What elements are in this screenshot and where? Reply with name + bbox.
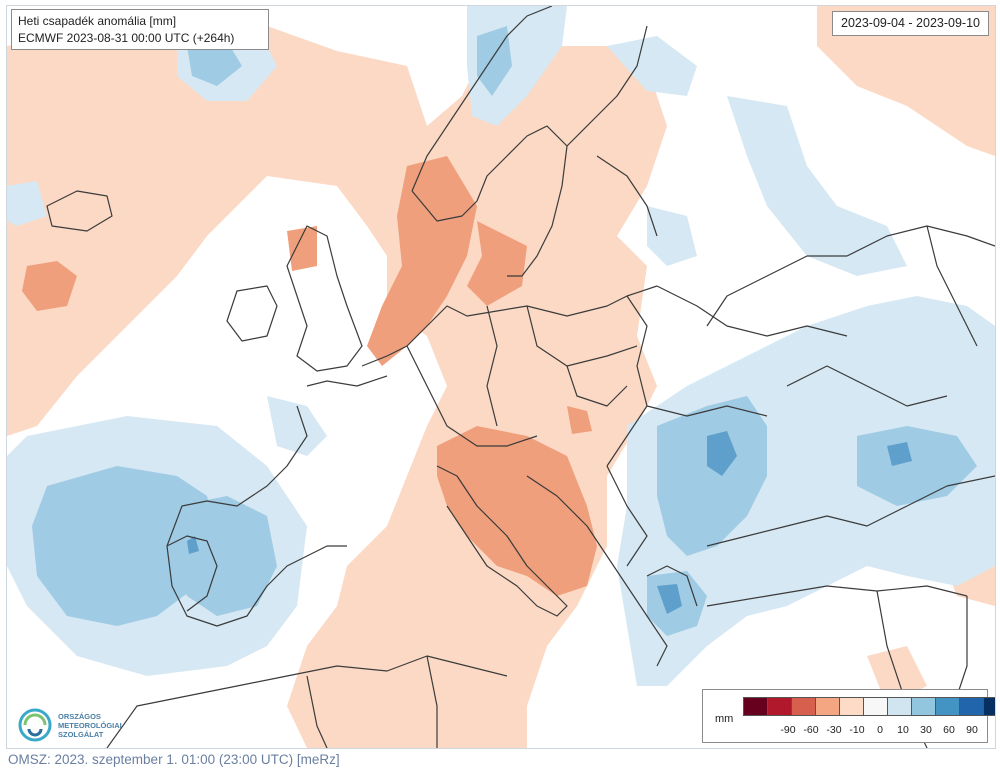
legend-swatch xyxy=(959,697,984,716)
legend-tick-label: 0 xyxy=(877,724,883,736)
date-range-label: 2023-09-04 - 2023-09-10 xyxy=(832,11,989,36)
map-title-box: Heti csapadék anomália [mm] ECMWF 2023-0… xyxy=(11,9,269,50)
legend-swatch xyxy=(863,697,888,716)
legend-swatch xyxy=(815,697,840,716)
wet-anomaly-strong xyxy=(187,431,912,614)
legend-swatch xyxy=(983,697,995,716)
dry-anomaly-medium xyxy=(22,156,597,596)
omsz-logo: ORSZÁGOS METEOROLÓGIAI SZOLGÁLAT xyxy=(17,703,142,747)
legend-swatch xyxy=(743,697,768,716)
legend-swatch xyxy=(911,697,936,716)
legend-tick-label: -60 xyxy=(803,724,819,736)
legend-tick-label: 60 xyxy=(943,724,955,736)
legend-swatch xyxy=(887,697,912,716)
legend: mm -90 -60 -30 -10 0 10 30 60 90 xyxy=(702,689,995,743)
omsz-logo-text: ORSZÁGOS METEOROLÓGIAI SZOLGÁLAT xyxy=(58,712,122,739)
legend-swatch xyxy=(767,697,792,716)
legend-tick-label: 30 xyxy=(920,724,932,736)
legend-tick-label: -30 xyxy=(826,724,842,736)
country-borders xyxy=(46,6,995,748)
footer-caption: OMSZ: 2023. szeptember 1. 01:00 (23:00 U… xyxy=(8,752,340,767)
legend-tick-label: -90 xyxy=(780,724,796,736)
legend-swatch xyxy=(839,697,864,716)
wet-anomaly-medium xyxy=(32,26,977,636)
legend-color-scale xyxy=(743,697,995,716)
precipitation-anomaly-map: Heti csapadék anomália [mm] ECMWF 2023-0… xyxy=(6,5,996,749)
legend-tick-label: 10 xyxy=(897,724,909,736)
logo-line-3: SZOLGÁLAT xyxy=(58,729,104,739)
map-canvas xyxy=(7,6,995,748)
legend-unit: mm xyxy=(715,713,734,725)
legend-swatch xyxy=(935,697,960,716)
omsz-logo-icon xyxy=(18,708,52,742)
legend-tick-label: 90 xyxy=(966,724,978,736)
legend-swatch xyxy=(791,697,816,716)
logo-line-1: ORSZÁGOS xyxy=(58,711,101,721)
logo-line-2: METEOROLÓGIAI xyxy=(58,720,122,730)
model-run-label: ECMWF 2023-08-31 00:00 UTC (+264h) xyxy=(18,31,235,45)
map-title: Heti csapadék anomália [mm] xyxy=(18,14,177,28)
legend-tick-label: -10 xyxy=(849,724,865,736)
